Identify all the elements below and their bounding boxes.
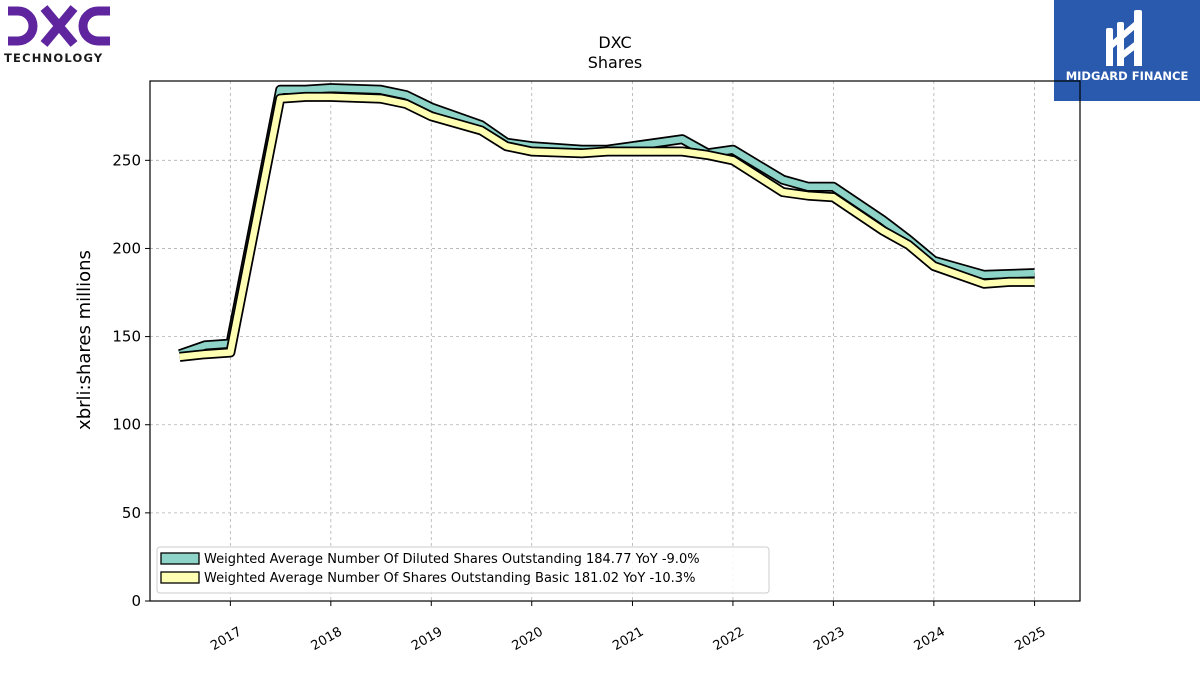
series-band-1: [179, 93, 1035, 361]
legend-label-1: Weighted Average Number Of Shares Outsta…: [204, 571, 695, 586]
series-areas: [178, 83, 1035, 362]
y-tick-label: 0: [131, 592, 141, 610]
x-tick-label: 2018: [309, 624, 345, 654]
x-tick-label: 2022: [711, 624, 747, 654]
grid-lines: [150, 81, 1080, 602]
legend-swatch-1: [160, 571, 200, 584]
dxc-logo: TECHNOLOGY: [4, 4, 116, 66]
midgard-finance-logo: MIDGARD FINANCE: [1054, 0, 1200, 101]
dxc-subtitle: TECHNOLOGY: [4, 51, 104, 65]
legend-label-0: Weighted Average Number Of Diluted Share…: [204, 552, 700, 567]
y-tick-label: 200: [112, 239, 141, 257]
series-outline-0: [178, 83, 1035, 359]
series-outline-1: [179, 91, 1035, 362]
midgard-brand-name: MIDGARD FINANCE: [1065, 69, 1189, 83]
y-tick-label: 50: [122, 504, 141, 522]
x-tick-label: 2021: [610, 624, 646, 654]
legend-swatch-0: [160, 552, 200, 565]
y-tick-label: 100: [112, 416, 141, 434]
series-band-0: [178, 84, 1035, 358]
dxc-wordmark-icon: [8, 5, 110, 47]
y-axis-label: xbrli:shares millions: [74, 250, 95, 430]
x-tick-label: 2025: [1012, 624, 1048, 654]
x-tick-label: 2020: [510, 624, 546, 654]
plot-frame: [149, 80, 1081, 602]
x-tick-label: 2024: [912, 624, 948, 654]
x-tick-label: 2019: [409, 624, 445, 654]
x-tick-label: 2017: [208, 624, 244, 654]
y-tick-label: 150: [112, 328, 141, 346]
legend: Weighted Average Number Of Diluted Share…: [156, 546, 770, 594]
x-tick-label: 2023: [811, 624, 847, 654]
midgard-emblem-icon: [1106, 10, 1142, 66]
y-tick-label: 250: [112, 151, 141, 169]
chart-title: DXC: [598, 33, 631, 52]
chart-subtitle: Shares: [588, 53, 643, 72]
legend-box: [156, 546, 770, 594]
